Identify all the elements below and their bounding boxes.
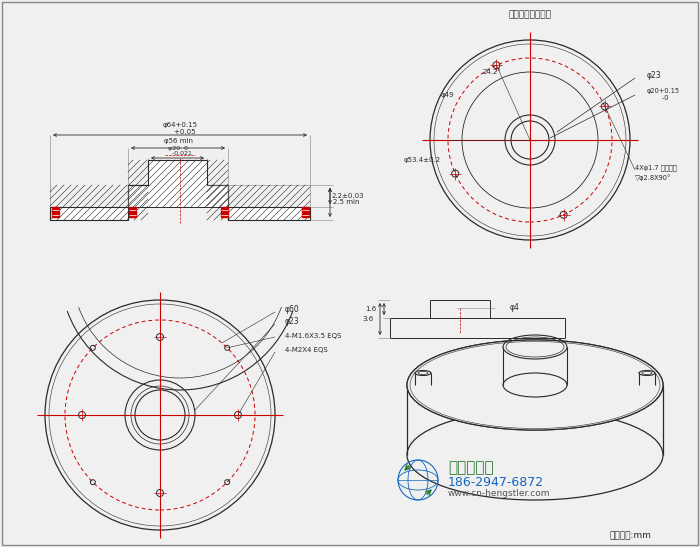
Text: www.cn-hengstler.com: www.cn-hengstler.com bbox=[448, 490, 550, 498]
Text: φ49: φ49 bbox=[440, 92, 454, 98]
Text: φ60: φ60 bbox=[285, 306, 300, 315]
Ellipse shape bbox=[503, 373, 567, 397]
Text: 186-2947-6872: 186-2947-6872 bbox=[448, 475, 544, 488]
Text: 动盘轴向螺栓安装: 动盘轴向螺栓安装 bbox=[508, 10, 552, 20]
Text: 3.6: 3.6 bbox=[363, 316, 374, 322]
Ellipse shape bbox=[407, 340, 663, 430]
Bar bbox=[302, 207, 309, 217]
Text: φ64+0.15
    +0.05: φ64+0.15 +0.05 bbox=[162, 121, 197, 135]
Text: 1.6: 1.6 bbox=[365, 306, 376, 312]
Text: 4Xφ1.7 均匀分布: 4Xφ1.7 均匀分布 bbox=[635, 165, 677, 171]
Text: 24.2°: 24.2° bbox=[482, 69, 501, 75]
Text: ▽φ2.8X90°: ▽φ2.8X90° bbox=[635, 174, 671, 182]
Polygon shape bbox=[50, 185, 148, 220]
Text: φ4: φ4 bbox=[510, 304, 520, 312]
Polygon shape bbox=[128, 160, 228, 207]
Text: 2.2±0.03: 2.2±0.03 bbox=[332, 193, 364, 199]
Bar bbox=[129, 207, 136, 217]
Bar bbox=[52, 207, 59, 217]
Bar bbox=[220, 207, 228, 217]
Text: 4-M1.6X3.5 EQS: 4-M1.6X3.5 EQS bbox=[285, 333, 342, 339]
Text: 2.5 min: 2.5 min bbox=[332, 200, 359, 206]
Text: φ23: φ23 bbox=[285, 317, 300, 327]
Text: 4-M2X4 EQS: 4-M2X4 EQS bbox=[285, 347, 328, 353]
Text: φ20  0
    -0.021: φ20 0 -0.021 bbox=[164, 146, 191, 156]
Text: φ53.4±0.2: φ53.4±0.2 bbox=[404, 157, 441, 163]
Text: φ20+0.15
       -0: φ20+0.15 -0 bbox=[647, 89, 680, 102]
Text: φ56 min: φ56 min bbox=[164, 138, 193, 144]
Text: φ23: φ23 bbox=[647, 72, 662, 80]
Text: 西安德伍拓: 西安德伍拓 bbox=[448, 461, 493, 475]
Text: 尺寸单位:mm: 尺寸单位:mm bbox=[610, 532, 652, 540]
Polygon shape bbox=[207, 185, 310, 220]
